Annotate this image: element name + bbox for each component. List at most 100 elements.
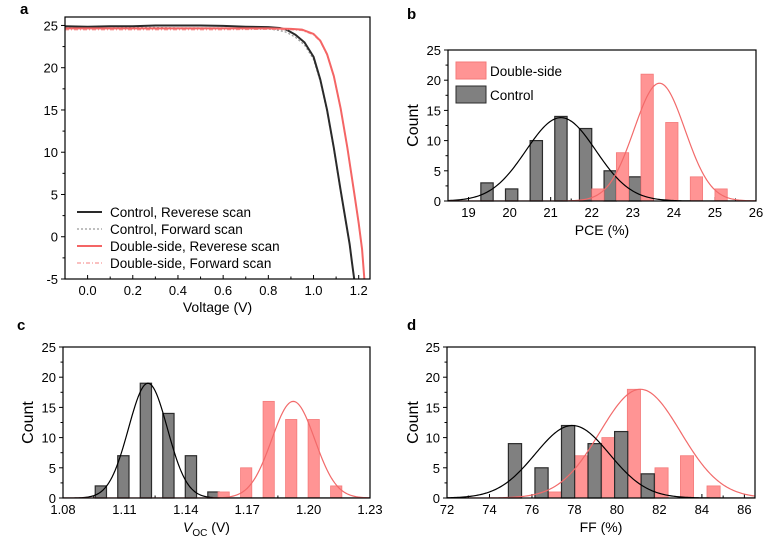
pce-plot-area: 19 20 21 22 23 24 25 26 0 5 10 15 20 25 Count PCE (%) (405, 43, 763, 238)
y-tick-label-b: 10 (427, 134, 441, 149)
bar-double-side (262, 400, 275, 499)
x-tick-label-b: 22 (584, 205, 598, 220)
gaussian-fit-control (63, 382, 370, 498)
x-tick-label-a: 0.4 (169, 283, 187, 298)
bar-double-side (640, 73, 654, 202)
y-axis-label-c: Count (20, 401, 37, 444)
panel-letter-b: b (407, 6, 416, 23)
x-axis-label-b: PCE (%) (575, 222, 629, 238)
panel-letter-c: c (17, 317, 25, 334)
legend-label-control-forward: Control, Forward scan (110, 222, 243, 237)
legend-swatch-double-side (455, 61, 487, 80)
gaussian-fit-double-side (448, 82, 756, 201)
x-axis-label-a: Voltage (V) (183, 299, 252, 315)
x-axis-label-symbol: V (183, 519, 194, 535)
bar-control (504, 188, 519, 202)
panel-letter-d: d (407, 317, 416, 334)
x-tick-label-d: 72 (440, 502, 454, 517)
x-tick-label-a: 0.8 (259, 283, 277, 298)
y-tick-label-d: 5 (433, 461, 440, 476)
y-tick-label-b: 0 (434, 194, 441, 209)
x-tick-label-d: 76 (525, 502, 539, 517)
jv-plot-area: 0.0 0.2 0.4 0.6 0.8 1.0 1.2 -5 0 5 10 15 20 25 Voltage… (44, 16, 371, 315)
y-tick-label-c: 0 (49, 491, 56, 506)
x-axis-label-unit: (V) (207, 519, 230, 535)
y-tick-label-a: 5 (51, 187, 58, 202)
x-tick-label-a: 0.2 (124, 283, 142, 298)
y-tick-label-c: 15 (42, 400, 56, 415)
bar-double-side (680, 455, 695, 499)
x-tick-label-b: 20 (502, 205, 516, 220)
y-tick-label-c: 25 (42, 340, 56, 355)
bar-double-side (330, 485, 343, 499)
x-tick-label-a: 0.0 (79, 283, 97, 298)
legend-label-double-side: Double-side (490, 64, 562, 79)
x-tick-label-b: 23 (626, 205, 640, 220)
x-tick-label-b: 26 (749, 205, 763, 220)
x-tick-label-b: 21 (543, 205, 557, 220)
x-tick-label-a: 1.2 (350, 283, 368, 298)
voc-plot-area: 1.08 1.11 1.14 1.17 1.20 1.23 0 5 10 15 20 25 Count V… (20, 340, 383, 539)
gaussian-fit-control (448, 117, 756, 201)
x-tick-label-c: 1.08 (50, 502, 75, 517)
y-tick-label-d: 10 (426, 431, 440, 446)
y-tick-label-b: 15 (427, 103, 441, 118)
panel-a-jv-curves: a 0.0 0.2 0.4 0.6 0.8 1.0 1.2 -5 0 5 10 15 20 25 Volta… (20, 1, 371, 315)
x-tick-label-b: 24 (667, 205, 681, 220)
bar-control (117, 455, 130, 499)
x-axis-label-d: FF (%) (580, 519, 623, 535)
y-tick-label-a: 0 (51, 230, 58, 245)
y-tick-label-c: 10 (42, 431, 56, 446)
bar-double-side (307, 419, 320, 499)
x-tick-label-c: 1.23 (357, 502, 382, 517)
bar-control (578, 127, 593, 202)
plot-frame-d (446, 346, 756, 499)
legend-label-control: Control (490, 88, 534, 103)
panel-c-voc-histogram: c 1.08 1.11 1.14 1.17 1.20 1.23 0 5 10 15 20 25 Coun… (17, 317, 383, 539)
pce-legend: Double-side Control (455, 61, 562, 104)
legend-label-double-reverse: Double-side, Reverese scan (110, 239, 280, 254)
x-tick-label-d: 78 (567, 502, 581, 517)
bar-double-side (689, 176, 704, 202)
y-tick-label-d: 15 (426, 400, 440, 415)
panel-letter-a: a (20, 1, 29, 18)
x-tick-label-c: 1.14 (173, 502, 198, 517)
bar-control (554, 115, 568, 202)
y-tick-label-c: 20 (42, 370, 56, 385)
y-tick-label-a: 10 (44, 145, 58, 160)
bar-control (162, 412, 175, 499)
x-axis-label-c: VOC (V) (183, 519, 230, 539)
bar-double-side (285, 419, 298, 499)
bar-control (560, 424, 576, 499)
legend-label-control-reverse: Control, Reverese scan (110, 205, 251, 220)
bar-double-side (706, 485, 721, 499)
bar-control (529, 140, 544, 202)
x-tick-label-a: 0.6 (214, 283, 232, 298)
plot-frame-a (64, 16, 371, 280)
bar-double-side (626, 388, 641, 499)
jv-curve-double-side-reverese-scan (65, 27, 366, 279)
x-tick-label-a: 1.0 (304, 283, 322, 298)
bar-control (139, 382, 153, 499)
y-axis-label-b: Count (405, 104, 422, 147)
y-tick-label-a: -5 (46, 272, 58, 287)
x-tick-label-d: 84 (695, 502, 709, 517)
plot-frame-c (62, 346, 371, 499)
x-axis-label-subscript: OC (192, 528, 207, 539)
y-axis-label-d: Count (405, 401, 422, 444)
y-tick-label-c: 5 (49, 461, 56, 476)
y-tick-label-d: 0 (433, 491, 440, 506)
y-tick-label-b: 20 (427, 73, 441, 88)
panel-b-pce-histogram: b 19 20 21 22 23 24 25 26 0 5 10 15 20 25 Count PCE (%)… (405, 6, 763, 238)
legend-swatch-control (455, 85, 487, 104)
y-tick-label-a: 25 (44, 18, 58, 33)
y-tick-label-b: 25 (427, 43, 441, 58)
plot-frame-b (447, 49, 757, 202)
bar-double-side (665, 122, 679, 202)
y-tick-label-a: 15 (44, 103, 58, 118)
y-tick-label-a: 20 (44, 61, 58, 76)
bar-double-side (240, 467, 253, 499)
x-tick-label-d: 82 (652, 502, 666, 517)
x-tick-label-c: 1.11 (112, 502, 136, 517)
